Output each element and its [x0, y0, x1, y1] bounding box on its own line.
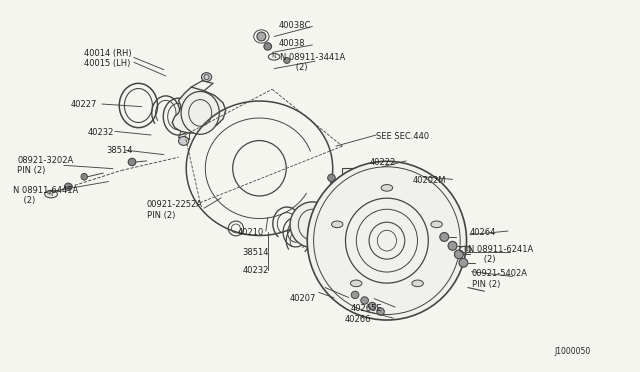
Ellipse shape — [128, 158, 136, 166]
Circle shape — [431, 221, 442, 228]
Circle shape — [351, 280, 362, 287]
Text: N: N — [272, 54, 276, 59]
Text: 00921-5402A
PIN (2): 00921-5402A PIN (2) — [472, 269, 527, 289]
Text: 00921-2252A
PIN (2): 00921-2252A PIN (2) — [147, 200, 203, 220]
Text: N 08911-3441A
      (2): N 08911-3441A (2) — [280, 52, 346, 72]
Text: 40265E: 40265E — [351, 304, 382, 313]
Ellipse shape — [351, 291, 359, 299]
Ellipse shape — [440, 232, 449, 241]
Ellipse shape — [284, 58, 290, 63]
Polygon shape — [172, 87, 226, 133]
Ellipse shape — [179, 137, 189, 145]
Text: 40207: 40207 — [289, 294, 316, 303]
Text: 40038: 40038 — [278, 39, 305, 48]
Circle shape — [381, 185, 393, 191]
Text: 40232: 40232 — [243, 266, 269, 275]
Text: 40038C: 40038C — [278, 21, 311, 30]
Text: 40227: 40227 — [70, 100, 97, 109]
Ellipse shape — [65, 183, 72, 190]
Text: 40232: 40232 — [88, 128, 114, 137]
Ellipse shape — [257, 32, 266, 41]
Text: 40264: 40264 — [470, 228, 496, 237]
Ellipse shape — [448, 241, 457, 250]
Text: SEE SEC.440: SEE SEC.440 — [376, 132, 429, 141]
Ellipse shape — [81, 173, 88, 180]
Ellipse shape — [377, 308, 385, 315]
Polygon shape — [342, 168, 399, 190]
Ellipse shape — [290, 202, 335, 248]
Ellipse shape — [361, 297, 369, 304]
Text: 40266: 40266 — [344, 315, 371, 324]
Ellipse shape — [328, 174, 335, 182]
Text: 40202M: 40202M — [412, 176, 446, 185]
Text: 38514: 38514 — [243, 248, 269, 257]
Text: 08921-3202A
PIN (2): 08921-3202A PIN (2) — [17, 156, 74, 175]
Ellipse shape — [181, 92, 220, 134]
Text: 40222: 40222 — [370, 157, 396, 167]
Text: 40014 (RH)
40015 (LH): 40014 (RH) 40015 (LH) — [84, 49, 132, 68]
Text: N 08911-6441A
    (2): N 08911-6441A (2) — [13, 186, 78, 205]
Text: N: N — [49, 192, 54, 197]
Ellipse shape — [202, 73, 212, 81]
Text: 38514: 38514 — [106, 147, 133, 155]
Circle shape — [332, 221, 343, 228]
Ellipse shape — [459, 259, 468, 267]
Text: N: N — [463, 247, 468, 252]
Ellipse shape — [454, 250, 463, 259]
Ellipse shape — [369, 302, 376, 310]
Ellipse shape — [307, 161, 467, 320]
Ellipse shape — [264, 43, 271, 50]
Text: J1000050: J1000050 — [554, 347, 591, 356]
Text: N 08911-6241A
      (2): N 08911-6241A (2) — [468, 245, 534, 264]
Text: 40210: 40210 — [237, 228, 264, 237]
Circle shape — [412, 280, 423, 287]
